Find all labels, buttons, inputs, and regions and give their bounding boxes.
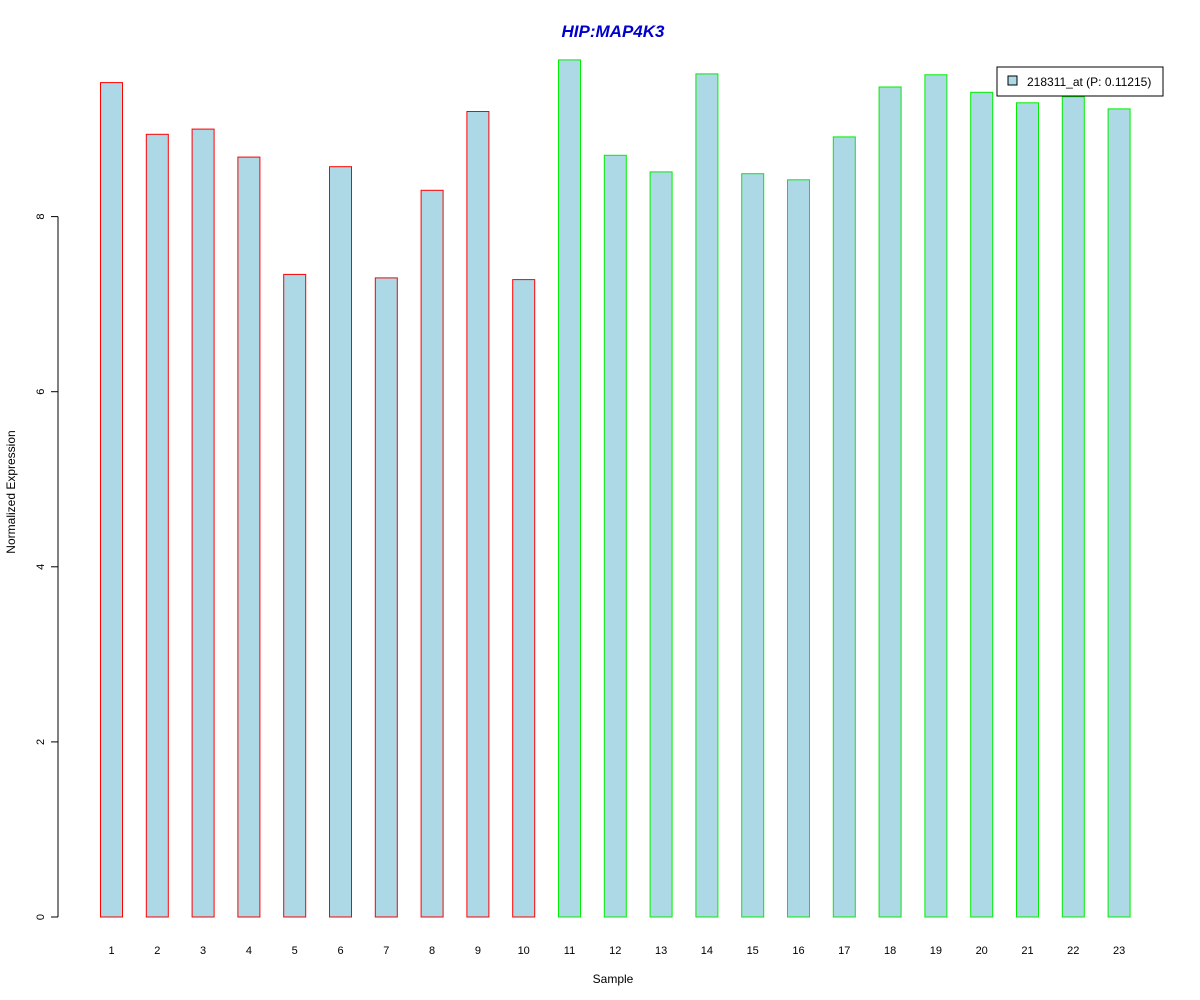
y-tick-label: 2 bbox=[35, 739, 47, 745]
x-tick-label: 9 bbox=[475, 945, 481, 957]
x-tick-label: 2 bbox=[154, 945, 160, 957]
legend-swatch bbox=[1007, 75, 1018, 86]
y-tick-label: 8 bbox=[35, 214, 47, 220]
x-axis-ticks: 1 2 3 4 5 6 7 8 9 10 11 12 13 14 15 16 17 18 19 20 21 22 23 bbox=[108, 945, 1125, 957]
x-tick-label: 10 bbox=[518, 945, 530, 957]
x-tick-label: 19 bbox=[930, 945, 942, 957]
x-tick-label: 22 bbox=[1067, 945, 1079, 957]
bar-sample-17 bbox=[832, 136, 856, 918]
bar-sample-11 bbox=[558, 59, 581, 918]
y-axis-label: Normalized Expression bbox=[4, 430, 18, 553]
bar-sample-4 bbox=[237, 156, 261, 918]
x-tick-label: 7 bbox=[383, 945, 389, 957]
y-tick-label: 6 bbox=[35, 389, 47, 395]
x-tick-label: 18 bbox=[884, 945, 896, 957]
x-tick-label: 5 bbox=[292, 945, 298, 957]
legend-label: 218311_at (P: 0.11215) bbox=[1027, 75, 1151, 89]
bar-sample-6 bbox=[329, 166, 352, 918]
bar-sample-21 bbox=[1016, 102, 1039, 918]
x-tick-label: 1 bbox=[108, 945, 114, 957]
x-tick-label: 16 bbox=[792, 945, 804, 957]
x-tick-label: 13 bbox=[655, 945, 667, 957]
y-tick-label: 0 bbox=[35, 914, 47, 920]
y-tick-label: 4 bbox=[35, 564, 47, 570]
x-tick-label: 6 bbox=[337, 945, 343, 957]
chart-title: HIP:MAP4K3 bbox=[562, 22, 666, 41]
bar-sample-14 bbox=[695, 73, 719, 918]
legend: 218311_at (P: 0.11215) bbox=[996, 66, 1164, 97]
x-tick-label: 21 bbox=[1021, 945, 1033, 957]
x-tick-label: 4 bbox=[246, 945, 252, 957]
x-tick-label: 3 bbox=[200, 945, 206, 957]
bar-sample-1 bbox=[100, 82, 123, 918]
bars bbox=[100, 59, 1131, 918]
bar-sample-2 bbox=[145, 133, 169, 918]
bar-sample-12 bbox=[603, 154, 627, 918]
bar-sample-10 bbox=[512, 279, 536, 918]
bar-sample-19 bbox=[924, 74, 948, 918]
x-tick-label: 8 bbox=[429, 945, 435, 957]
x-tick-label: 20 bbox=[976, 945, 988, 957]
legend-box bbox=[996, 66, 1164, 97]
x-tick-label: 17 bbox=[838, 945, 850, 957]
bar-sample-20 bbox=[970, 91, 994, 918]
x-tick-label: 23 bbox=[1113, 945, 1125, 957]
bar-sample-18 bbox=[878, 86, 902, 918]
x-tick-label: 12 bbox=[609, 945, 621, 957]
x-axis-label: Sample bbox=[593, 972, 634, 986]
bar-sample-15 bbox=[741, 173, 765, 918]
bar-sample-23 bbox=[1107, 108, 1131, 918]
bar-sample-3 bbox=[191, 128, 215, 918]
x-tick-label: 11 bbox=[564, 945, 575, 957]
bar-sample-7 bbox=[374, 277, 398, 918]
bar-sample-9 bbox=[466, 111, 490, 918]
x-tick-label: 15 bbox=[747, 945, 759, 957]
bar-sample-8 bbox=[420, 189, 444, 918]
bar-sample-16 bbox=[787, 179, 810, 918]
bar-sample-5 bbox=[283, 273, 307, 918]
bar-sample-13 bbox=[649, 171, 673, 918]
bar-sample-22 bbox=[1061, 96, 1085, 918]
x-tick-label: 14 bbox=[701, 945, 713, 957]
y-axis: 0 2 4 6 8 bbox=[35, 214, 59, 920]
